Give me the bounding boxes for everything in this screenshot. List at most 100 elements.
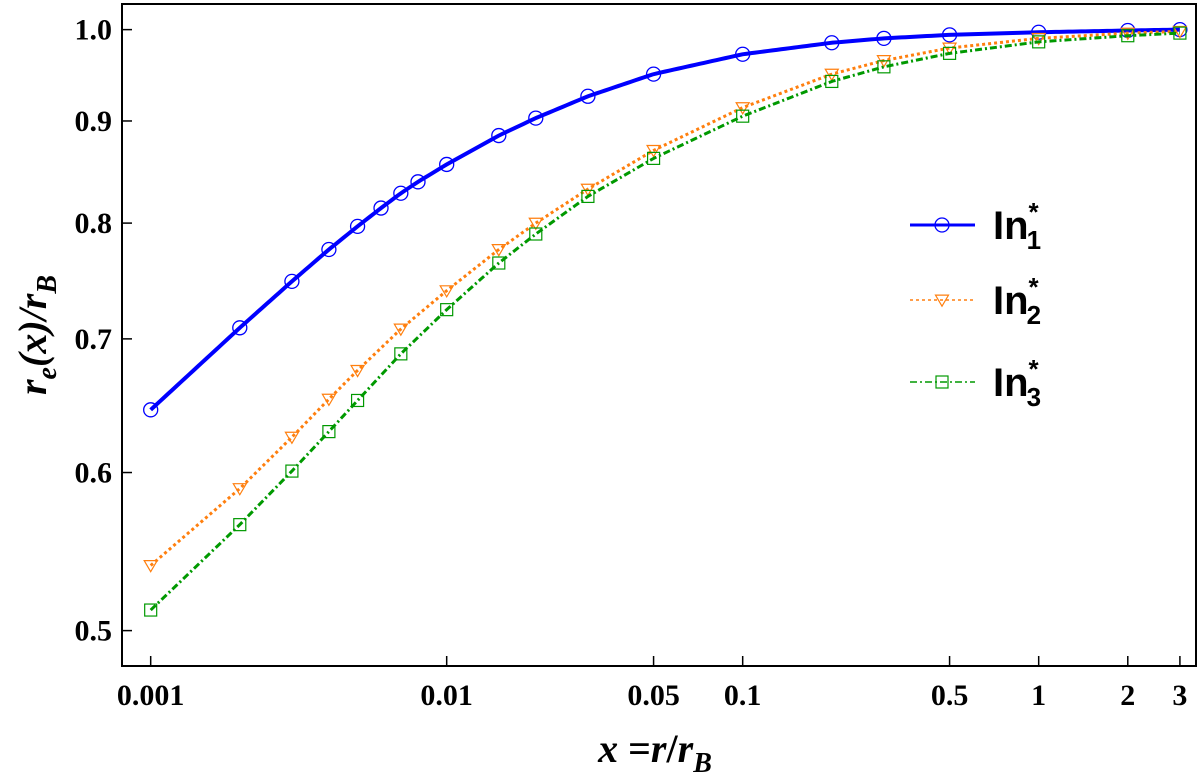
x-axis-title-eq: =: [618, 726, 651, 771]
series-2-point: [580, 183, 596, 197]
series-2-point: [439, 285, 455, 299]
y-axis-title-rb: r: [10, 293, 55, 309]
y-axis-title-mid: (x)/: [10, 305, 55, 367]
series-2: [143, 25, 1188, 573]
x-tick-label: 1: [1031, 679, 1046, 712]
plot-frame: [121, 3, 1197, 667]
series-3-point: [144, 603, 158, 617]
x-tick-label: 2: [1120, 679, 1135, 712]
series-2-point: [1120, 27, 1136, 41]
series-3-line: [149, 31, 1180, 612]
series-1-point: [439, 156, 455, 173]
legend: In* 1 In* 2 In* 3: [910, 197, 1041, 412]
series-1-line: [149, 27, 1180, 412]
x-axis-title-r: r: [651, 726, 667, 771]
series-3-point: [350, 393, 365, 408]
x-axis-title-slash: /: [665, 726, 678, 771]
x-tick-label: 0.05: [627, 679, 680, 712]
x-tick-label: 0.1: [724, 679, 762, 712]
series-3-point: [440, 303, 454, 317]
y-tick-label: 0.9: [75, 105, 113, 138]
series-2-point: [284, 431, 300, 445]
y-tick-label: 0.6: [75, 457, 113, 490]
legend-marker: [935, 375, 949, 389]
series-1-point: [645, 66, 662, 82]
y-tick-label: 0.8: [75, 207, 113, 240]
series-3-point: [646, 151, 661, 165]
series-2-point: [143, 560, 159, 573]
series-1-point: [876, 30, 892, 46]
x-tick-label: 0.001: [117, 679, 185, 712]
series-2-point: [1031, 32, 1047, 46]
series-1-point: [735, 46, 751, 62]
series-2-point: [735, 102, 751, 115]
x-tick-label: 0.01: [420, 679, 473, 712]
series-1-point: [824, 35, 840, 51]
series-1-point: [528, 110, 544, 126]
series-1-point: [373, 200, 389, 216]
series-2-point: [942, 42, 958, 56]
series-1-point: [284, 273, 300, 290]
series-3-point: [529, 227, 543, 241]
series-1-point: [491, 127, 507, 144]
series-1-point: [321, 241, 337, 258]
x-tick-label: 0.5: [931, 679, 969, 712]
series-layer: [143, 21, 1188, 617]
legend-marker: [934, 294, 950, 308]
x-axis-title-rb: r: [678, 726, 694, 771]
legend-label: In* 3: [993, 354, 1041, 412]
series-3-point: [877, 60, 891, 74]
series-1-point: [941, 27, 958, 43]
series-1-point: [1120, 22, 1136, 39]
legend-entry-2: In* 2: [910, 272, 1041, 330]
y-tick-label: 1.0: [75, 14, 113, 47]
series-1-point: [349, 218, 366, 235]
series-3-point: [394, 347, 408, 361]
x-tick-label: 3: [1172, 679, 1187, 712]
ticks-layer: 0.001 0.01 0.05 0.1 0.5 1 2 3 0.5 0.6 0.7 0.8 0.9 1.0: [75, 14, 1188, 712]
series-2-point: [350, 364, 366, 378]
series-2-point: [1172, 25, 1188, 39]
series-2-point: [232, 483, 248, 496]
series-3-point: [492, 256, 506, 270]
series-1-point: [232, 320, 248, 336]
series-3-point: [825, 74, 839, 89]
series-1-point: [410, 174, 426, 190]
y-tick-label: 0.5: [75, 615, 113, 648]
series-3-point: [322, 425, 336, 439]
legend-marker: [934, 217, 950, 233]
series-3-point: [736, 109, 750, 123]
series-2-point: [646, 144, 662, 158]
x-axis-title-var: x: [597, 726, 618, 771]
legend-entry-1: In* 1: [910, 197, 1041, 255]
series-3-point: [233, 518, 247, 532]
series-3-point: [285, 464, 299, 478]
series-1-point: [143, 402, 159, 418]
series-3-point: [1032, 35, 1046, 49]
series-3-point: [1173, 26, 1187, 40]
series-3-point: [581, 189, 595, 204]
series-2-point: [491, 244, 507, 257]
series-2-point: [824, 68, 840, 82]
series-3: [144, 26, 1187, 617]
y-tick-label: 0.7: [75, 323, 113, 356]
x-axis-title-sub: B: [692, 748, 712, 776]
y-axis-title-r: r: [10, 379, 55, 395]
series-1-point: [580, 88, 596, 104]
y-axis-title-sub-b: B: [32, 275, 63, 295]
series-3-point: [1121, 29, 1135, 43]
legend-label: In* 1: [993, 197, 1041, 255]
series-2-point: [393, 323, 409, 337]
series-1: [143, 21, 1188, 418]
legend-label: In* 2: [993, 272, 1041, 330]
series-1-point: [393, 185, 409, 201]
series-3-point: [942, 46, 957, 60]
series-2-point: [321, 393, 337, 407]
series-2-line: [149, 29, 1180, 567]
y-axis-title: re(x)/rB: [10, 275, 63, 395]
y-axis-title-sub-e: e: [32, 367, 63, 379]
series-2-point: [528, 217, 544, 231]
x-axis-title: x =r/rB: [597, 726, 712, 776]
legend-entry-3: In* 3: [910, 354, 1041, 412]
